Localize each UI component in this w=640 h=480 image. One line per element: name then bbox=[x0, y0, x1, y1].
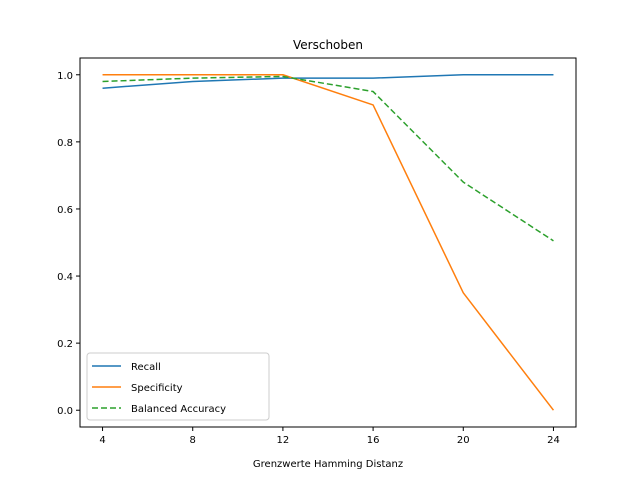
y-tick-label: 0.2 bbox=[57, 339, 73, 350]
plot-area bbox=[79, 57, 577, 428]
series-line-specificity bbox=[102, 74, 555, 411]
legend-label: Balanced Accuracy bbox=[131, 404, 226, 415]
y-axis: 0.0 0.2 0.4 0.6 0.8 1.0 bbox=[57, 71, 80, 417]
series-line-balanced-accuracy bbox=[102, 75, 554, 242]
legend-label: Specificity bbox=[131, 383, 183, 394]
x-tick-label: 12 bbox=[277, 435, 290, 446]
y-tick-label: 0.4 bbox=[57, 272, 73, 283]
y-tick-label: 0.0 bbox=[57, 406, 73, 417]
chart-title: Verschoben bbox=[293, 38, 363, 52]
y-tick-label: 0.6 bbox=[57, 205, 73, 216]
x-tick-label: 4 bbox=[99, 435, 105, 446]
series-line-recall bbox=[102, 74, 554, 89]
x-axis: 4 8 12 16 20 24 bbox=[99, 427, 560, 446]
legend-box bbox=[86, 352, 270, 421]
y-tick-label: 0.8 bbox=[57, 138, 73, 149]
series-lines bbox=[102, 74, 555, 411]
legend-label: Recall bbox=[131, 362, 161, 373]
x-tick-label: 16 bbox=[367, 435, 380, 446]
x-tick-label: 24 bbox=[547, 435, 560, 446]
x-axis-label: Grenzwerte Hamming Distanz bbox=[253, 459, 403, 470]
legend: Recall Specificity Balanced Accuracy bbox=[86, 352, 270, 421]
y-tick-label: 1.0 bbox=[57, 71, 73, 82]
x-tick-label: 8 bbox=[190, 435, 196, 446]
x-tick-label: 20 bbox=[457, 435, 470, 446]
